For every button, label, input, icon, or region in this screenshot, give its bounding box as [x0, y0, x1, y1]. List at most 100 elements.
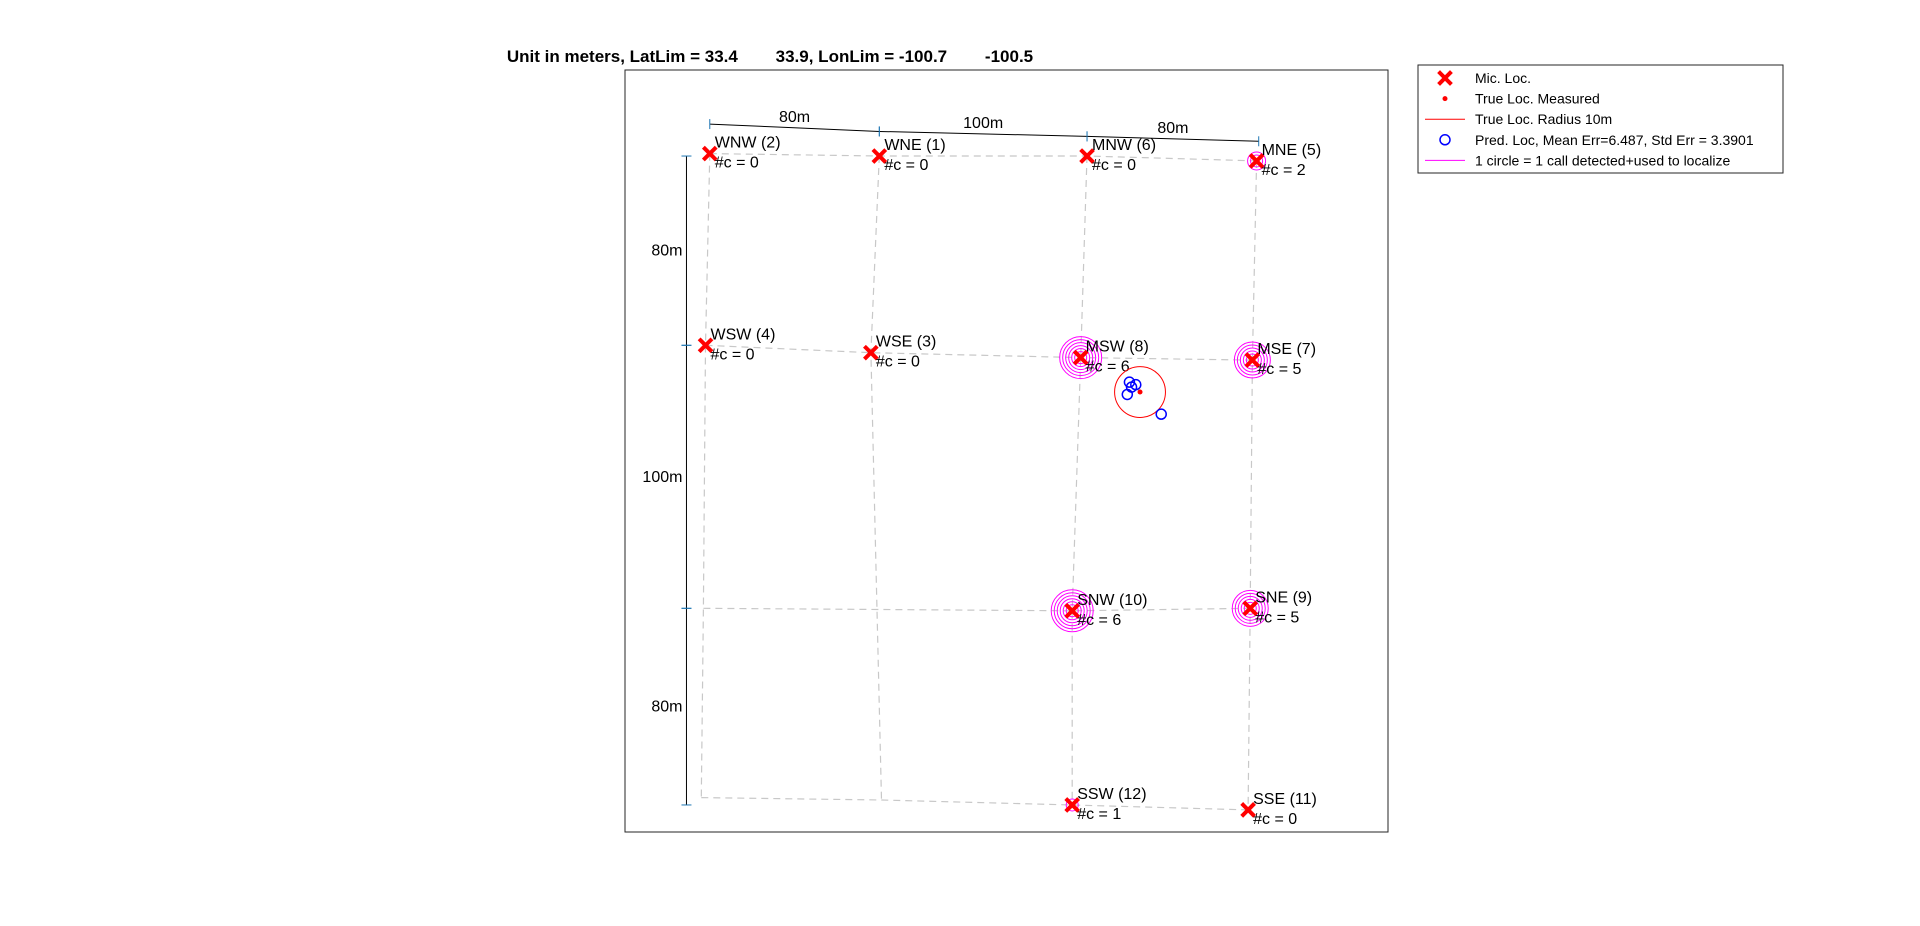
legend: Mic. Loc. True Loc. Measured True Loc. Rad… — [1417, 64, 1784, 174]
grid-line-0 — [709, 153, 1257, 162]
call-circle-8-0 — [1065, 604, 1079, 618]
mic-10: SSW (12) #c = 1 — [1064, 786, 1147, 823]
mic-count-1: #c = 0 — [884, 157, 928, 174]
call-circle-7-4 — [1233, 341, 1271, 379]
legend-symbol-mic — [1437, 70, 1453, 86]
call-circle-6-4 — [1062, 339, 1100, 377]
axes-box — [624, 69, 1389, 833]
mic-marker-6-stroke-b — [1072, 349, 1089, 366]
mic-marker-2-stroke-b — [1079, 148, 1095, 164]
legend-label-pred: Pred. Loc, Mean Err=6.487, Std Err = 3.3… — [1475, 132, 1754, 148]
grid-line-6 — [1071, 155, 1088, 805]
mic-marker-0 — [701, 145, 718, 162]
mic-1: WNE (1) #c = 0 — [871, 137, 946, 174]
dim-top-label-2: 80m — [1157, 120, 1188, 137]
dim-top-line-2 — [1087, 135, 1259, 142]
mic-7: MSE (7) #c = 5 — [1233, 341, 1316, 379]
legend-symbol-pred — [1439, 134, 1451, 146]
mic-marker-4-stroke-b — [697, 337, 714, 354]
mic-name-2: MNW (6) — [1092, 137, 1156, 154]
call-circle-8-2 — [1059, 598, 1085, 624]
call-circle-7-3 — [1236, 344, 1268, 376]
mic-0: WNW (2) #c = 0 — [701, 135, 781, 172]
call-circle-9-1 — [1240, 598, 1260, 618]
dim-left-label-0: 80m — [651, 243, 682, 260]
mic-count-6: #c = 6 — [1086, 359, 1130, 376]
mic-count-9: #c = 5 — [1255, 609, 1299, 626]
call-circle-3-1 — [1247, 151, 1267, 171]
mic-count-0: #c = 0 — [715, 155, 759, 172]
mic-name-4: WSW (4) — [711, 326, 776, 343]
grid-line-3 — [701, 797, 1249, 811]
call-circle-6-1 — [1071, 348, 1091, 368]
call-circle-10-0 — [1065, 798, 1079, 812]
call-circle-6-5 — [1059, 336, 1103, 380]
call-circle-9-0 — [1243, 601, 1257, 615]
predicted-locations — [1121, 376, 1167, 420]
mic-name-3: MNE (5) — [1262, 142, 1322, 159]
mic-4: WSW (4) #c = 0 — [697, 326, 776, 363]
call-circle-9-3 — [1234, 592, 1266, 624]
mic-marker-11-stroke-b — [1240, 802, 1256, 818]
mic-count-5: #c = 0 — [876, 354, 920, 371]
call-circle-7-2 — [1239, 347, 1265, 373]
call-circle-8-3 — [1056, 595, 1088, 627]
grid-line-7 — [1247, 160, 1258, 810]
call-circle-8-4 — [1053, 592, 1091, 630]
mic-name-11: SSE (11) — [1253, 791, 1317, 808]
legend-label-true_loc: True Loc. Measured — [1475, 91, 1600, 107]
legend-box — [1417, 64, 1784, 174]
mic-3: MNE (5) #c = 2 — [1247, 142, 1322, 179]
dim-top-label-0: 80m — [779, 109, 810, 126]
mic-marker-10-stroke-b — [1064, 797, 1081, 813]
mic-count-7: #c = 5 — [1257, 361, 1301, 378]
call-circle-8-1 — [1062, 601, 1082, 621]
dim-left-label-1: 100m — [642, 469, 682, 486]
pred-point-3 — [1121, 388, 1134, 401]
mic-marker-8 — [1064, 602, 1081, 619]
dim-left-label-2: 80m — [651, 699, 682, 716]
mic-11: SSE (11) #c = 0 — [1240, 791, 1317, 828]
dim-top-line-1 — [879, 130, 1088, 137]
legend-label-true_radius: True Loc. Radius 10m — [1475, 111, 1612, 127]
plot-area: 80m 100m 80m 80m 100m 80m WNW (2)#c = 0 WNE (1)… — [624, 69, 1389, 833]
mic-marker-6 — [1072, 349, 1089, 366]
mic-marker-1-stroke-b — [871, 148, 888, 164]
mic-marker-9-stroke-b — [1242, 600, 1259, 617]
mic-marker-4 — [697, 337, 714, 354]
call-circle-8-5 — [1050, 589, 1094, 633]
grid-line-1 — [705, 344, 1253, 361]
mic-2: MNW (6) #c = 0 — [1079, 137, 1156, 174]
mic-marker-8-stroke-b — [1064, 602, 1081, 619]
mic-marker-11 — [1240, 802, 1256, 818]
dim-top-line-0 — [709, 123, 880, 132]
legend-symbol-true-loc — [1442, 96, 1448, 102]
mic-name-1: WNE (1) — [884, 137, 945, 154]
mic-marker-5-stroke-b — [863, 344, 879, 361]
pred-point-4 — [1155, 408, 1167, 420]
grid-line-2 — [703, 607, 1251, 612]
mic-marker-5 — [863, 344, 879, 361]
mic-marker-0-stroke-b — [701, 145, 718, 162]
legend-label-calls: 1 circle = 1 call detected+used to local… — [1475, 152, 1730, 168]
mic-marker-3-stroke-b — [1248, 153, 1265, 169]
mic-name-7: MSE (7) — [1257, 341, 1316, 358]
chart-title: Unit in meters, LatLim = 33.4 33.9, LonL… — [507, 47, 1033, 66]
mic-marker-3 — [1248, 153, 1265, 169]
mic-count-8: #c = 6 — [1077, 612, 1121, 629]
dimension-marks: 80m 100m 80m 80m 100m 80m — [642, 109, 1260, 806]
mic-name-10: SSW (12) — [1077, 786, 1146, 803]
mic-marker-7-stroke-b — [1244, 352, 1261, 368]
legend-label-mic: Mic. Loc. — [1475, 70, 1531, 86]
mic-name-8: SNW (10) — [1077, 592, 1147, 609]
call-circle-3-0 — [1250, 154, 1264, 168]
mic-8: SNW (10) #c = 6 — [1050, 589, 1147, 633]
mic-marker-7 — [1244, 352, 1261, 368]
dim-top-label-1: 100m — [963, 115, 1003, 132]
legend-symbol-mic-stroke-b — [1437, 70, 1453, 86]
call-circle-7-0 — [1245, 353, 1259, 367]
mic-marker-10 — [1064, 797, 1081, 813]
call-circle-9-2 — [1237, 595, 1263, 621]
